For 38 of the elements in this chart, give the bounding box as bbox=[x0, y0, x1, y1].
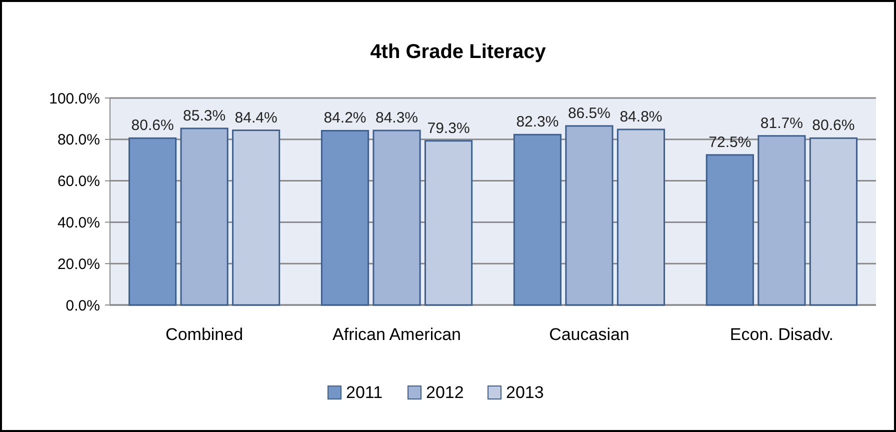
legend-label: 2013 bbox=[506, 383, 544, 402]
y-tick-label: 100.0% bbox=[49, 90, 100, 108]
y-tick-label: 0.0% bbox=[66, 297, 100, 314]
chart-title: 4th Grade Literacy bbox=[370, 41, 547, 63]
data-label: 84.3% bbox=[375, 110, 418, 126]
x-tick-label: Econ. Disadv. bbox=[730, 325, 834, 344]
x-tick-label: Combined bbox=[166, 325, 244, 344]
data-label: 79.3% bbox=[427, 120, 470, 137]
data-label: 80.6% bbox=[812, 117, 855, 134]
bar bbox=[809, 137, 858, 306]
bar bbox=[372, 130, 421, 306]
bar bbox=[565, 125, 614, 306]
y-tick-label: 80.0% bbox=[57, 132, 100, 149]
legend-label: 2011 bbox=[346, 383, 383, 402]
bar bbox=[232, 130, 280, 306]
bar bbox=[758, 135, 806, 306]
data-label: 84.2% bbox=[324, 110, 366, 127]
data-label: 82.3% bbox=[516, 114, 559, 131]
bar bbox=[513, 134, 562, 306]
data-label: 72.5% bbox=[708, 134, 752, 151]
x-tick-label: Caucasian bbox=[549, 325, 630, 344]
data-label: 80.6% bbox=[131, 117, 174, 134]
bar bbox=[320, 130, 370, 306]
data-label: 86.5% bbox=[568, 104, 611, 122]
legend-label: 2012 bbox=[426, 383, 464, 402]
bar bbox=[706, 154, 754, 306]
bar bbox=[180, 128, 228, 306]
data-label: 85.3% bbox=[183, 107, 226, 124]
data-label: 81.7% bbox=[760, 114, 803, 132]
y-tick-label: 20.0% bbox=[57, 256, 100, 273]
data-label: 84.8% bbox=[620, 108, 662, 126]
x-tick-label: African American bbox=[332, 325, 462, 344]
y-tick-label: 40.0% bbox=[57, 214, 100, 232]
bar bbox=[424, 140, 473, 306]
data-label: 84.4% bbox=[234, 109, 278, 126]
bar bbox=[616, 128, 666, 306]
bar bbox=[128, 137, 177, 306]
y-tick-label: 60.0% bbox=[57, 173, 100, 190]
